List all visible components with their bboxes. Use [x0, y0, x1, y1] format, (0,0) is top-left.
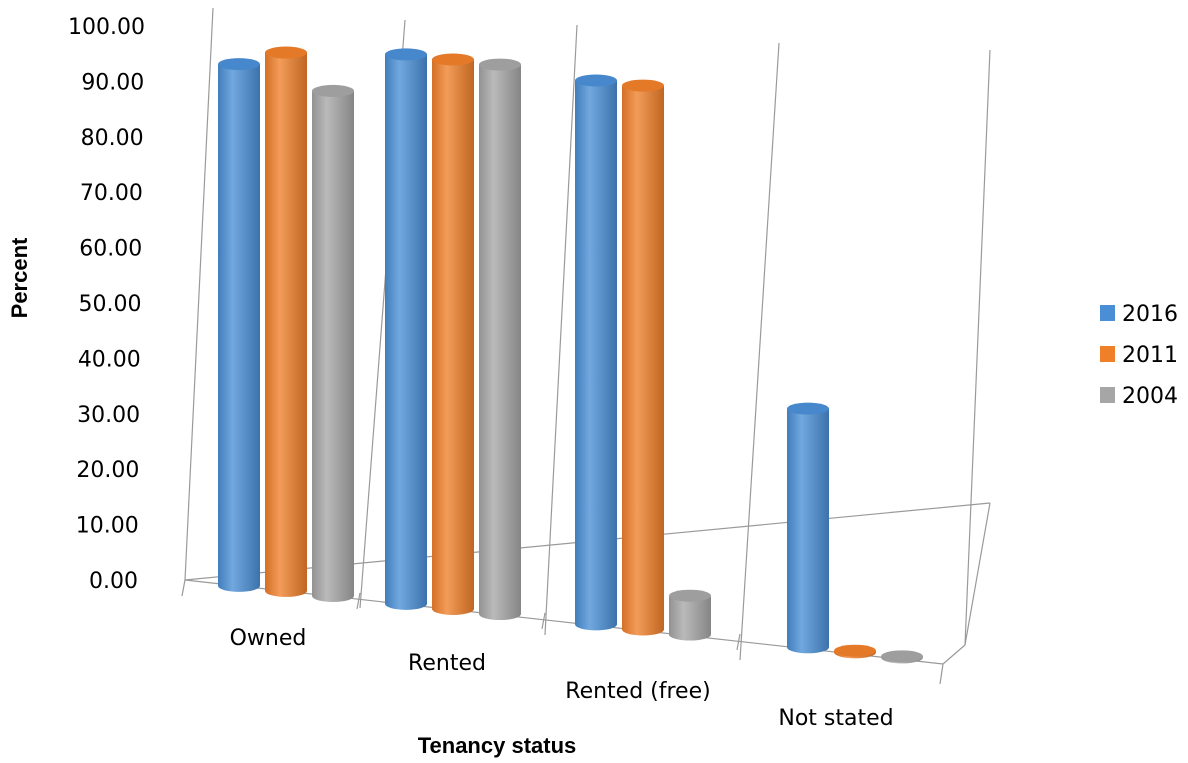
category-divider	[964, 49, 991, 646]
bar-body	[218, 64, 260, 592]
y-tick-label: 100.00	[68, 15, 145, 40]
y-axis-title: Percent	[7, 237, 32, 318]
x-axis-categories: Owned Rented Rented (free) Not stated	[230, 626, 894, 731]
bar-top	[432, 53, 474, 66]
bar-body	[787, 408, 829, 654]
bar-top	[575, 74, 617, 87]
bar-top	[669, 589, 711, 602]
x-tick-mark	[356, 592, 361, 610]
y-tick-label: 50.00	[79, 292, 142, 317]
bar-rented-2011	[432, 53, 474, 615]
bar-body	[312, 90, 354, 602]
floor-right-edge	[964, 502, 991, 646]
floor-corner	[942, 644, 966, 665]
x-tick-label: Owned	[230, 626, 307, 651]
bar-top	[834, 644, 876, 657]
legend-label-2016: 2016	[1122, 302, 1178, 327]
bar-body	[479, 64, 521, 621]
y-tick-label: 70.00	[80, 181, 143, 206]
bar-not-stated-2004	[881, 650, 923, 664]
y-tick-label: 40.00	[78, 347, 141, 372]
bar-rented-free-2011	[622, 79, 664, 636]
legend-swatch-2011	[1100, 346, 1115, 362]
bar-top	[881, 650, 923, 663]
bar-body	[575, 80, 617, 631]
bar-rented-free-2004	[669, 589, 711, 641]
bar-rented-2016	[385, 48, 427, 610]
x-tick-mark	[181, 579, 186, 597]
bar-body	[622, 85, 664, 636]
bar-rented-2004	[479, 58, 521, 621]
bar-top	[622, 79, 664, 92]
x-tick-label: Rented (free)	[565, 679, 710, 704]
y-tick-label: 80.00	[81, 126, 144, 151]
bar-owned-2016	[218, 58, 260, 592]
bar-body	[669, 595, 711, 641]
legend-label-2004: 2004	[1122, 384, 1178, 409]
bars	[218, 46, 923, 664]
bar-top	[312, 84, 354, 97]
x-tick-mark	[736, 633, 741, 651]
y-tick-label: 60.00	[79, 237, 142, 262]
y-tick-label: 0.00	[89, 569, 138, 594]
bar-top	[265, 46, 307, 59]
legend: 2016 2011 2004	[1100, 302, 1178, 409]
bar-top	[787, 402, 829, 415]
back-wall-left-edge	[184, 7, 214, 581]
category-divider	[739, 42, 780, 661]
x-tick-mark	[939, 663, 944, 685]
y-tick-label: 20.00	[76, 458, 139, 483]
bar-owned-2004	[312, 84, 354, 602]
legend-swatch-2016	[1100, 305, 1115, 321]
bar-body	[385, 54, 427, 610]
bar-rented-free-2016	[575, 74, 617, 631]
category-divider	[544, 24, 578, 636]
bar-not-stated-2011	[834, 644, 876, 659]
x-tick-label: Rented	[408, 651, 486, 676]
bar-owned-2011	[265, 46, 307, 597]
bar-body	[432, 59, 474, 615]
bar-not-stated-2016	[787, 402, 829, 654]
x-tick-label: Not stated	[778, 706, 893, 731]
y-tick-label: 30.00	[77, 403, 140, 428]
legend-swatch-2004	[1100, 387, 1115, 403]
legend-label-2011: 2011	[1122, 343, 1178, 368]
bar-top	[479, 58, 521, 71]
bar-top	[385, 48, 427, 61]
y-tick-label: 90.00	[81, 70, 144, 95]
bar-body	[265, 52, 307, 597]
y-axis-ticks: 0.00 10.00 20.00 30.00 40.00 50.00 60.00 70.00 8…	[68, 15, 145, 594]
x-axis-title: Tenancy status	[418, 733, 577, 758]
bar-top	[218, 58, 260, 71]
y-tick-label: 10.00	[76, 514, 139, 539]
x-tick-mark	[541, 612, 546, 629]
